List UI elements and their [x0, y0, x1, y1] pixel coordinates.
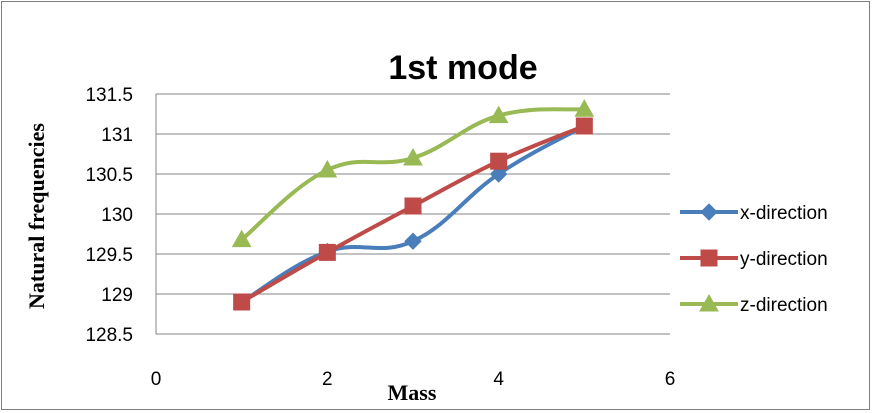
x-direction-point-4: [489, 165, 508, 183]
y-tick-labels: 128.5 129 129.5 130 130.5 131 131.5: [85, 85, 133, 346]
y-tick-label-4: 130.5: [85, 165, 133, 186]
x-tick-label-1: 2: [322, 369, 333, 390]
y-direction-point-2: [318, 243, 336, 261]
y-axis-title: Natural frequencies: [24, 123, 49, 309]
x-direction-point-3: [404, 232, 422, 250]
legend-marker-x-direction: [700, 203, 718, 221]
y-direction-point-5: [575, 117, 593, 135]
x-tick-label-2: 4: [493, 369, 504, 390]
legend-label-z-direction: z-direction: [740, 295, 828, 316]
series-y-direction: [233, 117, 593, 311]
legend-marker-y-direction: [700, 249, 718, 267]
z-direction-point-2: [317, 159, 338, 178]
legend-item-y-direction: y-direction: [680, 249, 828, 270]
series-layer: [231, 99, 595, 311]
y-tick-label-0: 128.5: [85, 325, 133, 346]
y-direction-point-1: [233, 293, 251, 311]
x-tick-label-0: 0: [151, 369, 162, 390]
z-direction-point-4: [488, 105, 509, 124]
x-tick-labels: 0 2 4 6: [151, 369, 676, 390]
y-tick-label-5: 131: [101, 125, 133, 146]
legend-item-x-direction: x-direction: [680, 203, 828, 224]
y-direction-point-4: [490, 152, 508, 170]
legend: x-direction y-direction z-direction: [680, 203, 828, 316]
x-axis-title: Mass: [388, 380, 437, 405]
series-z-direction: [231, 99, 595, 248]
y-tick-label-1: 129: [101, 285, 133, 306]
y-tick-label-2: 129.5: [85, 245, 133, 266]
legend-item-z-direction: z-direction: [680, 293, 828, 316]
z-direction-point-5: [574, 99, 595, 117]
z-direction-point-3: [403, 147, 423, 166]
legend-marker-z-direction: [699, 293, 719, 312]
legend-label-x-direction: x-direction: [740, 203, 828, 224]
y-direction-point-3: [404, 197, 422, 215]
legend-label-y-direction: y-direction: [740, 249, 828, 270]
z-direction-point-1: [231, 229, 252, 248]
chart-title: 1st mode: [388, 49, 537, 87]
y-tick-label-3: 130: [101, 205, 133, 226]
x-tick-label-3: 6: [665, 369, 676, 390]
y-tick-label-6: 131.5: [85, 85, 133, 106]
